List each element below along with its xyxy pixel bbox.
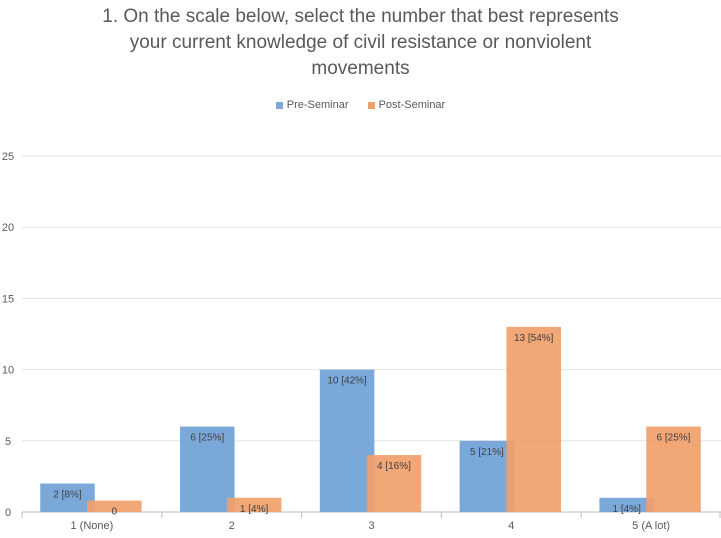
bar-post-seminar	[226, 497, 282, 512]
data-label-pre-seminar: 6 [25%]	[190, 433, 224, 444]
data-label-post-seminar: 13 [54%]	[514, 333, 554, 344]
x-tick-label: 4	[508, 520, 514, 532]
legend-item-pre-seminar: Pre-Seminar	[275, 99, 349, 111]
chart-title: 1. On the scale below, select the number…	[0, 4, 721, 82]
legend-swatch-post-seminar	[367, 101, 375, 109]
y-tick-label: 10	[2, 365, 14, 377]
data-label-post-seminar: 1 [4%]	[240, 504, 269, 515]
data-label-pre-seminar: 5 [21%]	[470, 447, 504, 458]
chart-title-line-2: your current knowledge of civil resistan…	[129, 32, 592, 53]
data-label-pre-seminar: 2 [8%]	[53, 490, 82, 501]
legend-item-post-seminar: Post-Seminar	[367, 99, 446, 111]
data-label-post-seminar: 4 [16%]	[377, 461, 411, 472]
data-label-pre-seminar: 1 [4%]	[613, 504, 642, 515]
y-tick-label: 15	[2, 293, 14, 305]
y-tick-label: 5	[5, 436, 11, 448]
bar-pre-seminar	[180, 426, 235, 512]
bar-post-seminar	[646, 426, 701, 512]
data-label-post-seminar: 6 [25%]	[657, 433, 691, 444]
legend-label-post-seminar: Post-Seminar	[378, 99, 446, 111]
y-tick-label: 25	[2, 151, 14, 163]
chart-legend: Pre-Seminar Post-Seminar	[0, 99, 721, 112]
chart-title-line-1: 1. On the scale below, select the number…	[102, 6, 619, 27]
bar-post-seminar	[87, 500, 142, 512]
x-tick-label: 5 (A lot)	[632, 520, 670, 532]
bar-pre-seminar	[40, 483, 95, 512]
x-tick-label: 2	[229, 520, 235, 532]
chart-title-line-3: movements	[311, 58, 410, 79]
data-label-post-seminar: 0	[112, 507, 118, 518]
legend-swatch-pre-seminar	[275, 101, 283, 109]
bar-post-seminar	[366, 455, 422, 512]
bar-pre-seminar	[319, 369, 375, 512]
x-tick-label: 1 (None)	[71, 520, 114, 532]
data-label-pre-seminar: 10 [42%]	[327, 376, 367, 387]
bar-pre-seminar	[599, 497, 654, 512]
bar-post-seminar	[506, 326, 561, 512]
x-tick-label: 3	[368, 520, 374, 532]
y-tick-label: 0	[5, 507, 11, 519]
legend-label-pre-seminar: Pre-Seminar	[286, 99, 349, 111]
bar-pre-seminar	[459, 440, 515, 512]
y-tick-label: 20	[2, 222, 14, 234]
